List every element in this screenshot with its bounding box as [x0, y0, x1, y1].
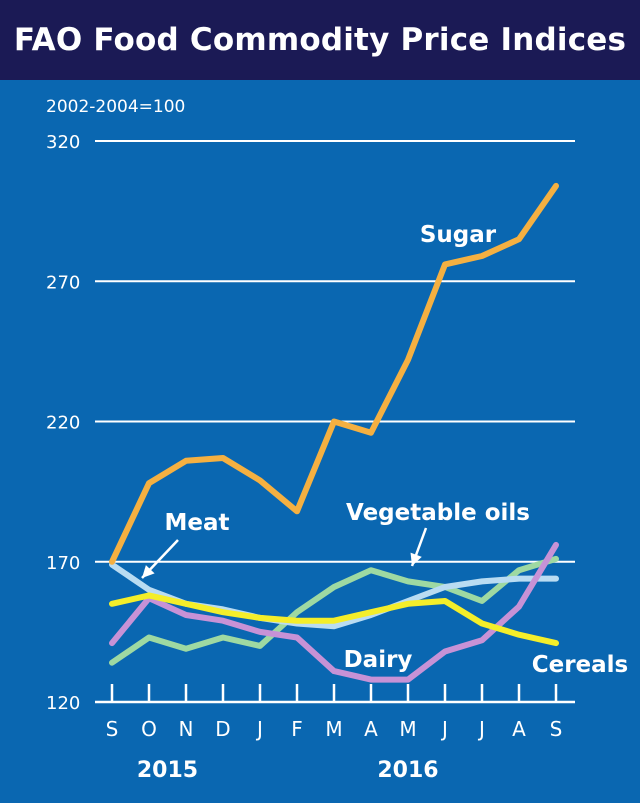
- y-tick-label-320: 320: [46, 132, 80, 153]
- y-tick-label-270: 270: [46, 272, 80, 293]
- series-label-dairy: Dairy: [344, 647, 413, 673]
- x-tick-label-3: D: [215, 717, 230, 741]
- year-label-2016: 2016: [377, 758, 438, 783]
- series-labels: Sugar Meat Vegetable oils Dairy Cereals: [164, 222, 628, 678]
- y-tick-label-170: 170: [46, 553, 80, 574]
- series-label-vegetable-oils: Vegetable oils: [346, 500, 530, 526]
- x-tick-label-12: S: [550, 717, 563, 741]
- meat-arrow-icon: [141, 539, 179, 579]
- series-label-meat: Meat: [164, 510, 229, 536]
- x-tick-label-2: N: [179, 717, 194, 741]
- chart-title: FAO Food Commodity Price Indices: [13, 22, 627, 58]
- x-tick-label-8: M: [399, 717, 416, 741]
- x-tick-label-0: S: [106, 717, 119, 741]
- series-label-cereals: Cereals: [532, 652, 629, 678]
- y-tick-label-120: 120: [46, 693, 80, 714]
- x-tick-label-11: A: [512, 717, 526, 741]
- series-line-vegetable-oils: [109, 555, 559, 666]
- year-label-2015: 2015: [137, 758, 198, 783]
- vegetable-oils-arrow-icon: [410, 527, 428, 567]
- year-labels: 2015 2016: [137, 758, 439, 783]
- y-axis-unit-label: 2002-2004=100: [46, 97, 185, 117]
- y-tick-labels: 120 170 220 270 320: [46, 132, 80, 714]
- series-line-sugar: [109, 182, 559, 565]
- series-lines: [109, 182, 559, 683]
- series-label-sugar: Sugar: [420, 222, 497, 248]
- annotation-arrows: [141, 527, 428, 579]
- series-line-dairy: [109, 541, 559, 683]
- series-line-cereals: [109, 592, 559, 647]
- x-tick-label-5: F: [291, 717, 303, 741]
- y-tick-label-220: 220: [46, 413, 80, 434]
- x-tick-label-10: J: [477, 717, 485, 741]
- x-tick-label-6: M: [325, 717, 342, 741]
- x-tick-label-1: O: [141, 717, 157, 741]
- x-tick-label-7: A: [364, 717, 378, 741]
- title-bar: FAO Food Commodity Price Indices: [0, 0, 640, 80]
- x-tick-label-4: J: [255, 717, 263, 741]
- gridlines: [95, 140, 575, 563]
- x-tick-label-9: J: [440, 717, 448, 741]
